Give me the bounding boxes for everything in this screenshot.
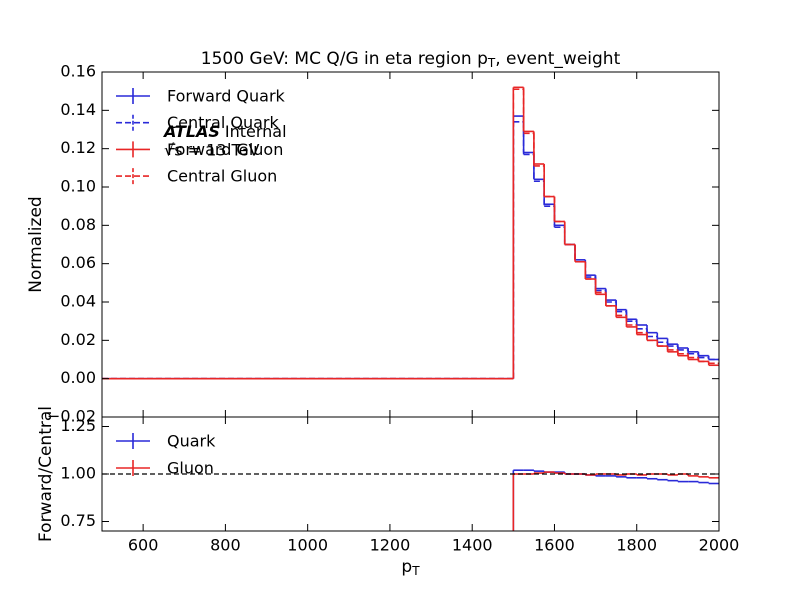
axes-frame — [101, 416, 720, 532]
x-tick-label: 1400 — [452, 536, 493, 555]
y-tick-label: 0.12 — [60, 138, 96, 157]
title-part: 1500 GeV: MC Q/G in eta region p — [201, 49, 488, 69]
y-tick-label: 0.14 — [60, 100, 96, 119]
title-part: T — [487, 56, 496, 70]
legend-label: Forward Gluon — [167, 140, 283, 159]
y-tick-label: −0.02 — [47, 407, 96, 426]
y-tick-label: 0.10 — [60, 177, 96, 196]
y-tick-label: 0.75 — [60, 511, 96, 530]
x-tick-label: 2000 — [699, 536, 740, 555]
legend-label: Central Gluon — [167, 167, 277, 186]
y-tick-label: 0.06 — [60, 253, 96, 272]
energy-label: √s = 13 TeV — [164, 141, 259, 160]
y-tick-label: 0.08 — [60, 215, 96, 234]
legend-label: Forward Quark — [167, 87, 286, 106]
x-tick-label: 800 — [210, 536, 241, 555]
title-part: , event_weight — [495, 49, 620, 69]
xlabel-part: p — [401, 557, 412, 577]
y-tick-label: 0.16 — [60, 62, 96, 81]
x-tick-label: 1000 — [287, 536, 328, 555]
atlas-label: ATLAS Internal — [162, 122, 287, 141]
y-tick-label: 0.02 — [60, 330, 96, 349]
y-tick-label: 1.00 — [60, 464, 96, 483]
legend-label: Central Quark — [167, 113, 279, 132]
legend-label: Quark — [167, 432, 216, 451]
y-axis-label: Forward/Central — [36, 406, 56, 542]
xlabel-part: T — [411, 564, 420, 578]
atlas-status: Internal — [225, 122, 287, 141]
y-tick-label: 1.25 — [60, 416, 96, 435]
atlas-name: ATLAS — [162, 122, 220, 141]
y-tick-label: 0.04 — [60, 292, 96, 311]
x-axis-label: pT — [401, 557, 420, 578]
chart-title: 1500 GeV: MC Q/G in eta region pT, event… — [201, 49, 621, 70]
plot-area — [102, 86, 719, 380]
x-tick-label: 1600 — [534, 536, 575, 555]
y-tick-label: 0.00 — [60, 368, 96, 387]
x-tick-label: 600 — [128, 536, 159, 555]
x-tick-label: 1200 — [370, 536, 411, 555]
x-tick-label: 1800 — [616, 536, 657, 555]
y-axis-label: Normalized — [26, 196, 46, 292]
legend-label: Gluon — [167, 459, 214, 478]
